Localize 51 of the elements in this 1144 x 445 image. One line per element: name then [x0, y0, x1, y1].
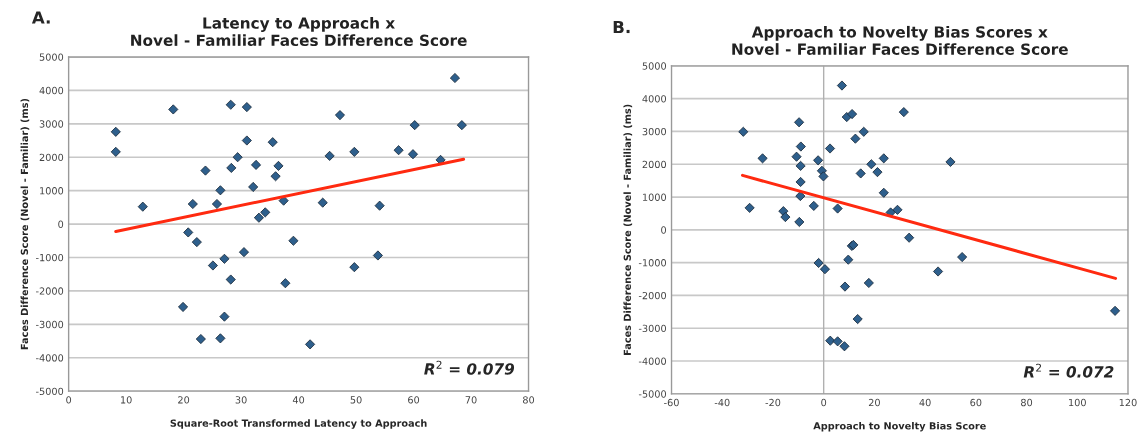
text: B.	[613, 20, 630, 34]
x-tick-label: 100	[1069, 398, 1086, 407]
x-tick-label: 30	[235, 396, 247, 404]
x-tick-label: 40	[292, 396, 305, 404]
y-tick-label: -3000	[36, 320, 64, 329]
x-tick-label: 80	[523, 396, 535, 404]
y-tick-label: -2000	[36, 287, 64, 295]
x-tick-label: 0	[821, 398, 827, 407]
x-tick-label: 120	[1119, 398, 1137, 407]
x-tick-label: 10	[121, 396, 132, 404]
y-tick-label: -1000	[638, 259, 667, 267]
y-tick-label: -2000	[638, 291, 667, 300]
y-axis-title: Faces Difference Score (Novel - Familiar) (ms)	[623, 104, 633, 355]
annotation: R$^{2}$ = 0.079	[424, 360, 515, 375]
y-tick-label: 3000	[642, 127, 667, 136]
chart-title: Approach to Novelty Bias Scores x Novel - Familiar Faces Difference Score	[732, 25, 1068, 55]
chart-title: Latency to Approach x Novel - Familiar Faces Difference Score	[131, 17, 467, 47]
y-tick-label: 2000	[642, 160, 667, 169]
y-tick-label: 1000	[40, 187, 64, 195]
x-tick-label: 60	[408, 396, 420, 404]
y-tick-label: 4000	[39, 86, 64, 95]
x-tick-label: -60	[664, 398, 679, 407]
x-axis-title: Square-Root Transformed Latency to Approach	[170, 419, 427, 429]
x-tick-label: 0	[66, 396, 72, 404]
y-tick-label: -5000	[36, 387, 64, 395]
x-tick-label: 20	[178, 396, 190, 404]
y-tick-label: 5000	[642, 62, 667, 70]
x-tick-label: 60	[970, 398, 982, 407]
x-tick-label: 70	[465, 396, 477, 404]
y-tick-label: 1000	[642, 193, 667, 201]
y-tick-label: 0	[58, 220, 64, 228]
y-tick-label: -4000	[638, 357, 667, 365]
x-tick-label: -20	[765, 398, 781, 407]
y-tick-label: 5000	[39, 53, 64, 61]
y-tick-label: 4000	[642, 95, 667, 103]
text: A.	[31, 11, 50, 24]
y-tick-label: -3000	[638, 324, 667, 333]
x-tick-label: 80	[1021, 398, 1033, 407]
x-axis-title: Approach to Novelty Bias Score	[813, 421, 986, 432]
y-tick-label: -4000	[36, 354, 64, 362]
y-tick-label: -1000	[36, 253, 64, 262]
x-tick-label: 40	[919, 398, 931, 407]
x-tick-label: 20	[868, 398, 880, 407]
annotation: R$^{2}$ = 0.072	[1023, 363, 1114, 378]
y-tick-label: -5000	[638, 390, 667, 398]
x-tick-label: 50	[350, 396, 362, 404]
y-tick-label: 2000	[39, 153, 64, 162]
y-axis-title: Faces Difference Score (Novel - Familiar) (ms)	[20, 98, 30, 350]
y-tick-label: 0	[661, 226, 667, 234]
x-tick-label: -40	[714, 398, 730, 407]
y-tick-label: 3000	[39, 120, 64, 128]
